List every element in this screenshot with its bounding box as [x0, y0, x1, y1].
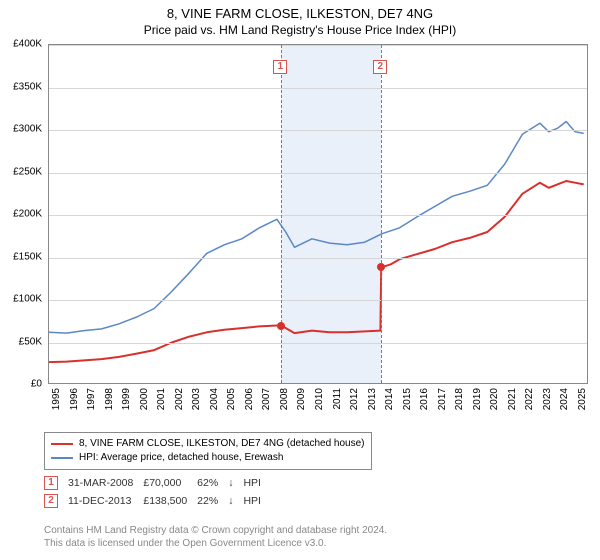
x-tick-label: 2008: [279, 388, 290, 428]
series-property: [49, 181, 584, 362]
event-price: £138,500: [143, 492, 197, 510]
x-tick-label: 2014: [384, 388, 395, 428]
gridline: [49, 45, 587, 46]
y-tick-label: £0: [0, 379, 42, 390]
x-tick-label: 2015: [402, 388, 413, 428]
event-ref: HPI: [243, 474, 271, 492]
event-arrow: ↓: [228, 492, 243, 510]
y-tick-label: £250K: [0, 166, 42, 177]
y-tick-label: £200K: [0, 209, 42, 220]
x-tick-label: 2013: [367, 388, 378, 428]
event-marker: 1: [273, 60, 287, 74]
event-row: 2 11-DEC-2013£138,50022%↓HPI: [44, 492, 271, 510]
x-tick-label: 2010: [314, 388, 325, 428]
event-pct: 62%: [197, 474, 228, 492]
event-dot: [377, 263, 385, 271]
legend-label: 8, VINE FARM CLOSE, ILKESTON, DE7 4NG (d…: [79, 437, 365, 451]
y-tick-label: £300K: [0, 124, 42, 135]
gridline: [49, 215, 587, 216]
x-tick-label: 2021: [507, 388, 518, 428]
event-line: [281, 45, 282, 383]
x-tick-label: 1995: [51, 388, 62, 428]
x-tick-label: 2004: [209, 388, 220, 428]
x-tick-label: 2016: [419, 388, 430, 428]
event-marker: 2: [373, 60, 387, 74]
x-tick-label: 2024: [559, 388, 570, 428]
x-tick-label: 2011: [332, 388, 343, 428]
x-tick-label: 2019: [472, 388, 483, 428]
legend-row: HPI: Average price, detached house, Erew…: [51, 451, 365, 465]
y-tick-label: £50K: [0, 336, 42, 347]
event-line: [381, 45, 382, 383]
gridline: [49, 130, 587, 131]
x-tick-label: 1998: [104, 388, 115, 428]
event-row-marker: 2: [44, 494, 58, 508]
y-tick-label: £150K: [0, 251, 42, 262]
legend-row: 8, VINE FARM CLOSE, ILKESTON, DE7 4NG (d…: [51, 437, 365, 451]
x-tick-label: 2007: [261, 388, 272, 428]
footnote: Contains HM Land Registry data © Crown c…: [44, 524, 387, 550]
gridline: [49, 343, 587, 344]
event-row: 1 31-MAR-2008£70,00062%↓HPI: [44, 474, 271, 492]
series-hpi: [49, 122, 584, 334]
legend-swatch: [51, 443, 73, 445]
y-tick-label: £350K: [0, 81, 42, 92]
x-tick-label: 1999: [121, 388, 132, 428]
chart-title: 8, VINE FARM CLOSE, ILKESTON, DE7 4NG: [0, 0, 600, 21]
y-tick-label: £400K: [0, 39, 42, 50]
x-tick-label: 2000: [139, 388, 150, 428]
event-dot: [277, 322, 285, 330]
y-tick-label: £100K: [0, 294, 42, 305]
x-tick-label: 2009: [296, 388, 307, 428]
events-table: 1 31-MAR-2008£70,00062%↓HPI 2 11-DEC-2013£1…: [44, 474, 271, 510]
chart-container: 8, VINE FARM CLOSE, ILKESTON, DE7 4NG Pr…: [0, 0, 600, 560]
gridline: [49, 258, 587, 259]
legend-swatch: [51, 457, 73, 459]
gridline: [49, 300, 587, 301]
event-row-marker: 1: [44, 476, 58, 490]
event-arrow: ↓: [228, 474, 243, 492]
event-pct: 22%: [197, 492, 228, 510]
x-tick-label: 2023: [542, 388, 553, 428]
event-price: £70,000: [143, 474, 197, 492]
x-tick-label: 1996: [69, 388, 80, 428]
gridline: [49, 88, 587, 89]
x-tick-label: 2017: [437, 388, 448, 428]
x-tick-label: 2022: [524, 388, 535, 428]
footnote-line-1: Contains HM Land Registry data © Crown c…: [44, 524, 387, 537]
x-tick-label: 2002: [174, 388, 185, 428]
x-tick-label: 2003: [191, 388, 202, 428]
x-tick-label: 2006: [244, 388, 255, 428]
x-tick-label: 2020: [489, 388, 500, 428]
x-tick-label: 2005: [226, 388, 237, 428]
x-tick-label: 1997: [86, 388, 97, 428]
event-date: 11-DEC-2013: [68, 492, 143, 510]
gridline: [49, 173, 587, 174]
footnote-line-2: This data is licensed under the Open Gov…: [44, 537, 387, 550]
event-ref: HPI: [243, 492, 271, 510]
x-tick-label: 2001: [156, 388, 167, 428]
event-date: 31-MAR-2008: [68, 474, 143, 492]
legend-label: HPI: Average price, detached house, Erew…: [79, 451, 283, 465]
legend: 8, VINE FARM CLOSE, ILKESTON, DE7 4NG (d…: [44, 432, 372, 470]
x-tick-label: 2025: [577, 388, 588, 428]
chart-subtitle: Price paid vs. HM Land Registry's House …: [0, 21, 600, 37]
x-tick-label: 2012: [349, 388, 360, 428]
x-tick-label: 2018: [454, 388, 465, 428]
plot-area: [48, 44, 588, 384]
